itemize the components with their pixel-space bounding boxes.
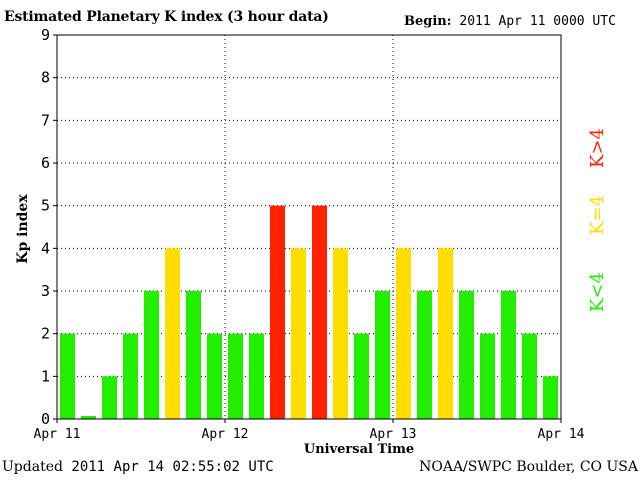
kp-bar [312,205,327,419]
kp-bar [270,205,285,419]
x-axis-label: Universal Time [304,442,414,457]
y-tick-label: 1 [41,367,50,385]
chart-title: Estimated Planetary K index (3 hour data… [4,9,329,25]
kp-bar [375,291,390,419]
kp-bar [291,248,306,419]
kp-bar [354,333,369,419]
plot-frame [56,34,562,420]
kp-bar [333,248,348,419]
y-tick-label: 4 [41,239,50,257]
source-credit: NOAA/SWPC Boulder, CO USA [419,459,638,475]
x-tick-label: Apr 11 [34,427,81,442]
kp-bar [522,333,537,419]
x-tick-label: Apr 14 [538,427,585,442]
y-axis-label: Kp index [15,194,31,264]
kp-bar [144,291,159,419]
kp-bar [207,333,222,419]
kp-bar [396,248,411,419]
updated-value: 2011 Apr 14 02:55:02 UTC [71,459,274,475]
kp-bar [480,333,495,419]
kp-bar [81,416,96,419]
y-tick-label: 6 [41,154,50,172]
kp-bar [123,333,138,419]
y-tick-label: 0 [41,410,50,428]
kp-bar [228,333,243,419]
kp-bar [186,291,201,419]
y-tick-label: 7 [41,111,50,129]
kp-bar [249,333,264,419]
y-tick-label: 9 [41,26,50,44]
kp-bar [102,376,117,419]
updated-time: Updated 2011 Apr 14 02:55:02 UTC [2,459,274,475]
legend-label: K=4 [587,195,608,235]
y-tick-label: 2 [41,325,50,343]
kp-bar [501,291,516,419]
kp-bar [543,376,558,419]
kp-bar [417,291,432,419]
y-tick-label: 8 [41,69,50,87]
kp-bar [60,333,75,419]
y-tick-label: 3 [41,282,50,300]
updated-label: Updated [2,459,63,475]
begin-value: 2011 Apr 11 0000 UTC [459,14,616,29]
legend-label: K<4 [587,272,608,312]
kp-bar [438,248,453,419]
y-tick-label: 5 [41,197,50,215]
x-tick-label: Apr 13 [370,427,417,442]
kp-bar [459,291,474,419]
begin-label: Begin: [404,14,452,29]
legend-label: K>4 [587,128,608,168]
kp-bar [165,248,180,419]
begin-time: Begin: 2011 Apr 11 0000 UTC [404,14,616,29]
x-tick-label: Apr 12 [202,427,249,442]
